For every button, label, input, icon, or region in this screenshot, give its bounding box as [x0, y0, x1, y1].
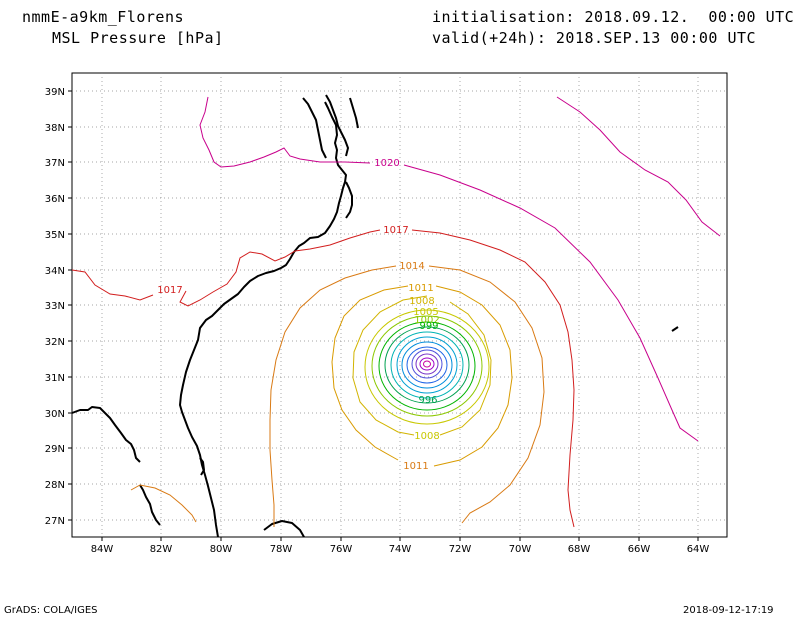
y-tick-label: 35N	[45, 230, 65, 241]
isobar-1017-east	[411, 229, 575, 528]
contour-label: 999	[419, 321, 438, 332]
contour-label: 1008	[409, 296, 434, 307]
timestamp-text: 2018-09-12-17:19	[683, 605, 774, 616]
x-tick-label: 78W	[270, 544, 293, 555]
isobar-1008	[352, 295, 428, 436]
y-tick-label: 29N	[45, 444, 65, 455]
contour-label: 1014	[399, 261, 424, 272]
model-name: nmmE-a9km_Florens	[22, 8, 185, 26]
inner-isobar	[411, 349, 443, 379]
contour-label: 1011	[403, 461, 428, 472]
x-tick-label: 64W	[687, 544, 710, 555]
contour-label: 1017	[157, 285, 182, 296]
isobar-1014-sw	[130, 484, 197, 523]
y-tick-label: 31N	[45, 373, 65, 384]
isobar-1002	[371, 315, 483, 417]
contour-label: 1005	[413, 307, 438, 318]
isobars	[71, 96, 721, 528]
y-tick-label: 36N	[45, 194, 65, 205]
isobar-1017-mid	[179, 229, 381, 307]
isobar-999	[378, 321, 476, 411]
y-tick-label: 39N	[45, 87, 65, 98]
grid	[72, 73, 727, 537]
isobar-1014	[269, 265, 397, 527]
isobar-1011-east	[433, 285, 513, 467]
x-tick-label: 82W	[150, 544, 173, 555]
y-tick-labels: 27N 28N 29N 30N 31N 32N 33N 34N 35N 36N …	[45, 87, 65, 527]
isobar-1017-west	[71, 269, 154, 301]
contour-label: 1020	[374, 158, 399, 169]
contour-label: 1002	[414, 315, 439, 326]
isobar-1005	[364, 309, 490, 425]
inner-isobar	[419, 357, 435, 371]
tick-marks	[68, 90, 699, 541]
x-tick-label: 80W	[210, 544, 233, 555]
y-tick-label: 27N	[45, 516, 65, 527]
contour-label: 1017	[383, 225, 408, 236]
inner-isobar	[415, 353, 439, 375]
y-tick-label: 28N	[45, 480, 65, 491]
isobar-1008-east	[439, 301, 492, 436]
inner-isobar	[390, 331, 464, 399]
isobar-1020-east	[403, 164, 699, 442]
y-tick-label: 38N	[45, 123, 65, 134]
contour-label: 1011	[408, 283, 433, 294]
isobar-1020-west	[199, 96, 371, 168]
contour-label: 1008	[414, 431, 439, 442]
contour-labels: 1020 1017 1017 1014 1011 1011 1008 1008 …	[157, 158, 439, 472]
y-tick-label: 37N	[45, 158, 65, 169]
x-tick-label: 84W	[91, 544, 114, 555]
coastline	[71, 94, 679, 538]
x-tick-label: 66W	[628, 544, 651, 555]
init-time: initialisation: 2018.09.12. 00:00 UTC	[432, 8, 795, 26]
inner-isobar	[401, 341, 453, 389]
x-tick-labels: 84W 82W 80W 78W 76W 74W 72W 70W 68W 66W …	[91, 544, 710, 555]
y-tick-label: 33N	[45, 301, 65, 312]
contour-label: 996	[418, 395, 437, 406]
x-tick-label: 74W	[389, 544, 412, 555]
variable-title: MSL Pressure [hPa]	[52, 29, 224, 47]
x-tick-label: 72W	[449, 544, 472, 555]
isobar-1014-east	[428, 265, 545, 524]
x-tick-label: 76W	[330, 544, 353, 555]
y-tick-label: 30N	[45, 409, 65, 420]
x-tick-label: 68W	[568, 544, 591, 555]
isobar-996	[384, 326, 470, 404]
inner-isobar	[423, 360, 431, 368]
y-tick-label: 32N	[45, 337, 65, 348]
inner-isobar	[406, 346, 448, 384]
valid-time: valid(+24h): 2018.SEP.13 00:00 UTC	[432, 29, 757, 47]
inner-isobar	[396, 336, 458, 394]
isobar-1020-ne	[556, 96, 721, 237]
y-tick-label: 34N	[45, 266, 65, 277]
inner-isobars	[364, 309, 490, 425]
x-tick-label: 70W	[509, 544, 532, 555]
isobar-1011	[331, 285, 409, 461]
credit-text: GrADS: COLA/IGES	[4, 605, 98, 616]
